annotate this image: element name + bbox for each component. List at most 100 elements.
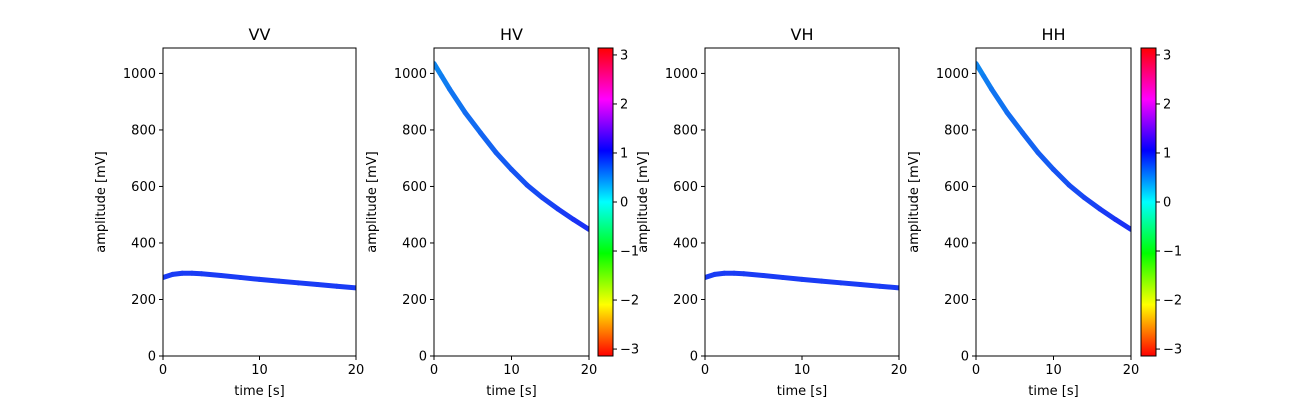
series-line (163, 270, 356, 291)
series-segment (1082, 195, 1103, 212)
colorbar-tick-label: −2 (1163, 294, 1182, 309)
y-tick-label: 400 (131, 236, 156, 251)
series-segment (741, 271, 766, 278)
series-segment (1097, 206, 1118, 223)
colorbar: 3 2 1 0 −1 −2 −3 (597, 47, 639, 358)
series-segment (780, 274, 805, 282)
x-tick-label: 0 (701, 363, 709, 378)
y-tick-label: 1000 (394, 67, 427, 82)
x-tick-label: 0 (972, 363, 980, 378)
series-segment (478, 130, 499, 156)
y-tick-label: 0 (419, 350, 427, 365)
colorbar-tick-label: 0 (620, 196, 628, 211)
y-tick-label: 0 (690, 350, 698, 365)
y-tick-label: 600 (402, 180, 427, 195)
y-tick-label: 400 (402, 236, 427, 251)
series-segment (237, 274, 262, 282)
series-segment (571, 217, 589, 232)
series-segment (555, 206, 576, 223)
series-segment (462, 109, 483, 136)
x-tick-label: 10 (1045, 363, 1062, 378)
x-axis-label: time [s] (486, 384, 536, 399)
series-segment (509, 167, 530, 188)
x-tick-label: 0 (430, 363, 438, 378)
x-axis-label: time [s] (1028, 384, 1078, 399)
colorbar-gradient (1140, 47, 1157, 357)
series-segment (760, 272, 786, 280)
x-tick-label: 10 (251, 363, 268, 378)
y-axis-label: amplitude [mV] (636, 151, 651, 253)
series-segment (218, 272, 243, 280)
series-segment (524, 182, 545, 201)
colorbar: 3 2 1 0 −1 −2 −3 (1140, 47, 1182, 358)
y-tick-label: 600 (131, 180, 156, 195)
x-tick-label: 20 (581, 363, 598, 378)
series-segment (1066, 182, 1087, 201)
axes-frame (704, 47, 900, 357)
x-tick-label: 20 (1123, 363, 1140, 378)
series-segment (857, 282, 883, 289)
series-segment (989, 86, 1010, 115)
series-segment (276, 278, 301, 286)
colorbar-tick-label: 0 (1163, 196, 1171, 211)
y-tick-label: 800 (944, 123, 969, 138)
y-tick-label: 0 (148, 350, 156, 365)
axes-frame (162, 47, 357, 357)
series-segment (1051, 167, 1072, 188)
x-tick-label: 10 (503, 363, 520, 378)
y-axis-label: amplitude [mV] (94, 151, 109, 253)
subplot-title: HH (1041, 25, 1065, 44)
subplot-title: HV (500, 25, 523, 44)
series-segment (838, 280, 863, 288)
x-tick-label: 10 (794, 363, 811, 378)
y-tick-label: 800 (131, 123, 156, 138)
subplot-title: VH (791, 25, 814, 44)
colorbar-tick-label: −1 (620, 245, 639, 260)
y-tick-label: 200 (402, 293, 427, 308)
x-tick-label: 20 (891, 363, 908, 378)
colorbar-tick-label: 2 (620, 97, 628, 112)
colorbar-tick-label: −3 (1163, 343, 1182, 358)
colorbar-gradient (597, 47, 614, 357)
series-segment (334, 283, 356, 291)
series-segment (1020, 130, 1041, 156)
y-axis-label: amplitude [mV] (907, 151, 922, 253)
series-segment (314, 282, 340, 289)
y-tick-label: 1000 (665, 67, 698, 82)
x-axis-label: time [s] (234, 384, 284, 399)
y-tick-label: 1000 (936, 67, 969, 82)
axes-frame (975, 47, 1132, 357)
colorbar-tick-label: −2 (620, 294, 639, 309)
colorbar-tick-label: 1 (1163, 146, 1171, 161)
y-tick-label: 200 (131, 293, 156, 308)
series-segment (1035, 150, 1056, 173)
x-tick-label: 20 (348, 363, 365, 378)
series-segment (447, 86, 468, 115)
colorbar-tick-label: 2 (1163, 97, 1171, 112)
colorbar-tick-label: 3 (620, 48, 628, 63)
series-segment (1004, 109, 1025, 136)
y-tick-label: 400 (944, 236, 969, 251)
series-segment (540, 195, 561, 212)
series-segment (257, 276, 282, 284)
y-tick-label: 400 (673, 236, 698, 251)
series-segment (799, 276, 824, 284)
series-segment (877, 283, 899, 291)
y-axis-label: amplitude [mV] (365, 151, 380, 253)
y-tick-label: 200 (944, 293, 969, 308)
y-tick-label: 600 (673, 180, 698, 195)
series-segment (493, 150, 514, 173)
colorbar-tick-label: 1 (620, 146, 628, 161)
series-line (434, 61, 589, 232)
series-segment (818, 278, 844, 286)
series-line (976, 61, 1131, 232)
colorbar-tick-label: −3 (620, 343, 639, 358)
x-axis-label: time [s] (777, 384, 827, 399)
axes-frame (433, 47, 590, 357)
y-tick-label: 0 (961, 350, 969, 365)
